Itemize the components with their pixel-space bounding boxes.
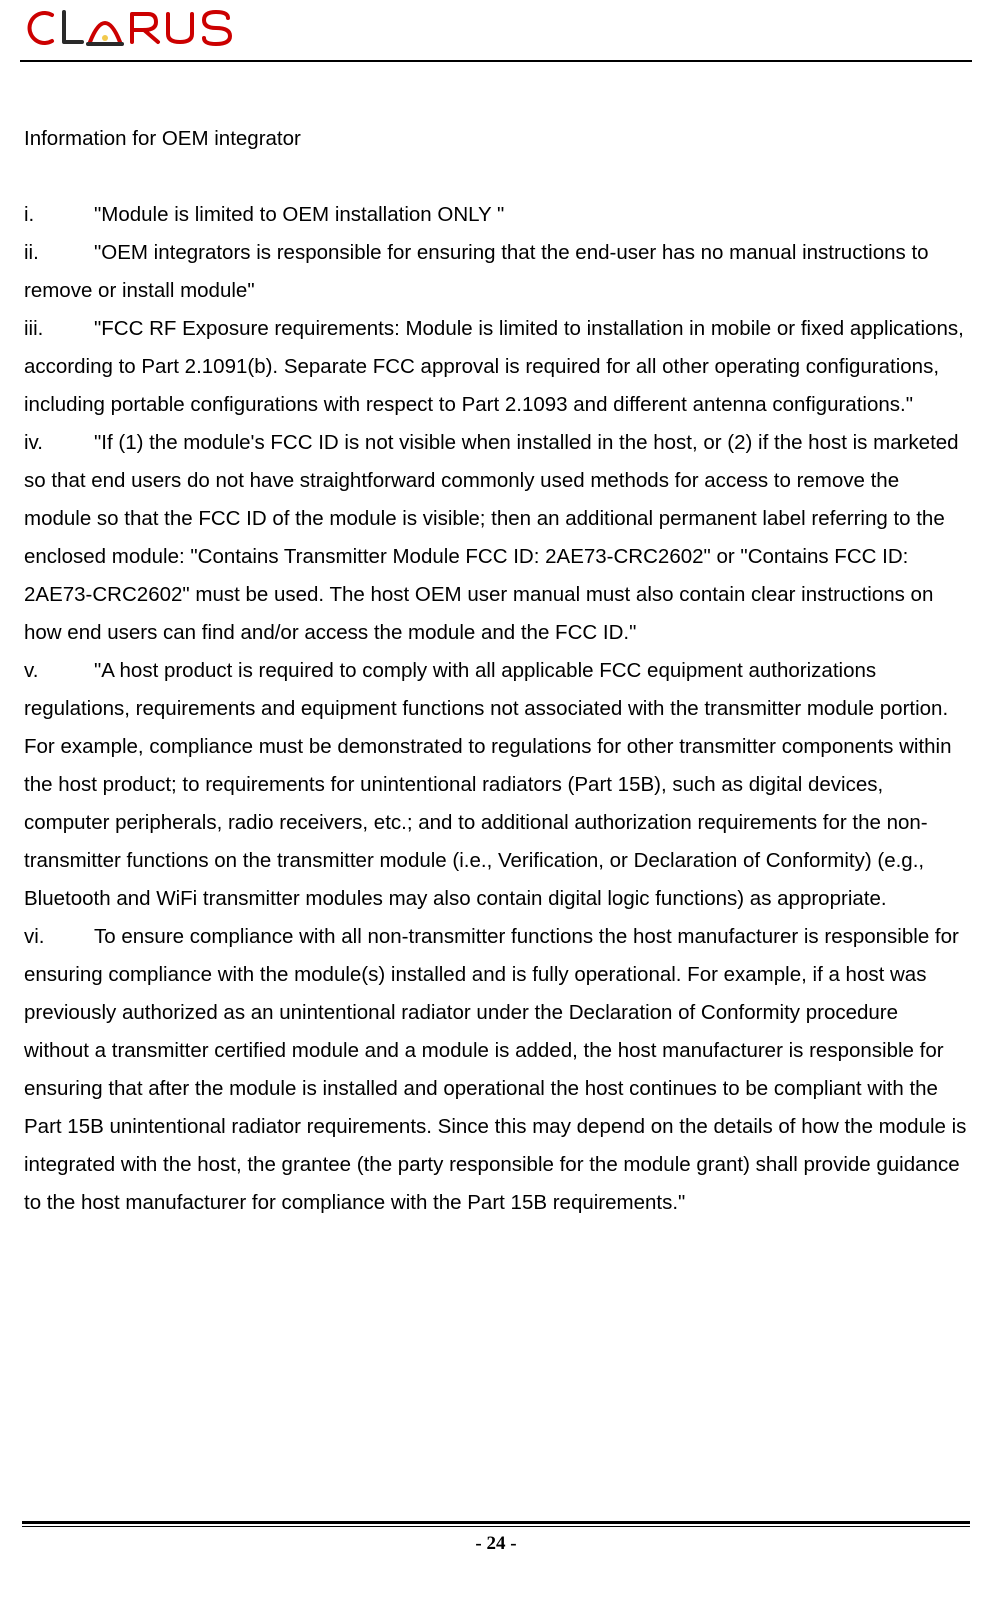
list-numeral: ii.: [24, 234, 94, 272]
list-numeral: vi.: [24, 918, 94, 956]
list-item: iv."If (1) the module's FCC ID is not vi…: [24, 424, 968, 652]
footer-rule-thick: [22, 1521, 970, 1524]
list-item: i."Module is limited to OEM installation…: [24, 196, 968, 234]
document-body: Information for OEM integrator i."Module…: [0, 62, 992, 1222]
list-text: "OEM integrators is responsible for ensu…: [24, 241, 929, 302]
list-text: "A host product is required to comply wi…: [24, 659, 952, 910]
document-page: Information for OEM integrator i."Module…: [0, 0, 992, 1613]
list-text: "If (1) the module's FCC ID is not visib…: [24, 431, 959, 644]
list-text: "FCC RF Exposure requirements: Module is…: [24, 317, 964, 416]
list-text: To ensure compliance with all non-transm…: [24, 925, 966, 1214]
list-item: v."A host product is required to comply …: [24, 652, 968, 918]
list-numeral: iii.: [24, 310, 94, 348]
ordered-list: i."Module is limited to OEM installation…: [24, 196, 968, 1222]
list-item: iii."FCC RF Exposure requirements: Modul…: [24, 310, 968, 424]
page-number: - 24 -: [0, 1533, 992, 1555]
clarus-logo-icon: [20, 6, 240, 48]
list-numeral: i.: [24, 196, 94, 234]
page-footer: - 24 -: [0, 1521, 992, 1555]
list-item: ii."OEM integrators is responsible for e…: [24, 234, 968, 310]
section-title: Information for OEM integrator: [24, 120, 968, 158]
list-item: vi.To ensure compliance with all non-tra…: [24, 918, 968, 1222]
list-numeral: v.: [24, 652, 94, 690]
footer-rule-thin: [22, 1526, 970, 1527]
list-text: "Module is limited to OEM installation O…: [94, 203, 504, 226]
page-header: [0, 0, 992, 54]
list-numeral: iv.: [24, 424, 94, 462]
